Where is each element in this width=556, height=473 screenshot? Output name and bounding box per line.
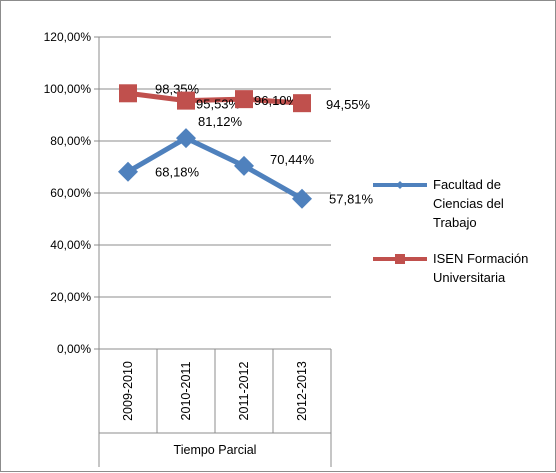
legend-marker-square	[395, 254, 405, 264]
y-tick-label: 80,00%	[50, 134, 91, 148]
data-point-diamond	[292, 188, 312, 209]
data-point-square	[119, 84, 137, 103]
data-label: 70,44%	[270, 152, 315, 167]
legend-label: Ciencias del	[433, 196, 504, 211]
y-tick-label: 120,00%	[44, 30, 92, 44]
data-label: 68,18%	[155, 165, 200, 180]
data-point-square	[293, 94, 311, 113]
x-tick-label: 2009-2010	[121, 361, 135, 421]
y-tick-label: 0,00%	[57, 342, 91, 356]
data-point-diamond	[176, 128, 196, 149]
legend-label: Trabajo	[433, 215, 477, 230]
y-tick-label: 40,00%	[50, 238, 91, 252]
x-axis: 2009-2010 2010-2011 2011-2012 2012-2013 Tiem…	[98, 37, 332, 467]
data-label: 57,81%	[329, 192, 374, 207]
y-tick-label: 20,00%	[50, 290, 91, 304]
legend-label: Universitaria	[433, 270, 506, 285]
x-tick-label: 2010-2011	[179, 362, 193, 421]
data-point-square	[235, 90, 253, 109]
y-tick-label: 60,00%	[50, 186, 91, 200]
series-group: 68,18%81,12%70,44%57,81%98,35%95,53% 96,1…	[118, 81, 374, 209]
data-label: 94,55%	[326, 97, 371, 112]
legend-label: ISEN Formación	[433, 251, 528, 266]
y-tick-label: 100,00%	[44, 82, 92, 96]
data-point-diamond	[118, 161, 138, 182]
x-group-label: Tiempo Parcial	[174, 443, 257, 457]
legend-label: Facultad de	[433, 177, 501, 192]
legend: Facultad de Ciencias del Trabajo ISEN Forma…	[373, 177, 528, 285]
data-label: 96,10%	[254, 93, 299, 108]
data-point-square	[177, 91, 195, 110]
x-tick-label: 2012-2013	[295, 361, 309, 421]
series-line	[127, 90, 303, 106]
data-label: 95,53%	[196, 97, 241, 112]
y-axis-ticks: 0,00% 20,00% 40,00% 60,00% 80,00% 100,00% 120,…	[44, 30, 92, 356]
x-tick-label: 2011-2012	[237, 362, 251, 421]
series-line	[126, 135, 304, 201]
data-label: 81,12%	[198, 114, 243, 129]
legend-marker-diamond	[396, 181, 404, 189]
data-point-diamond	[234, 155, 254, 176]
